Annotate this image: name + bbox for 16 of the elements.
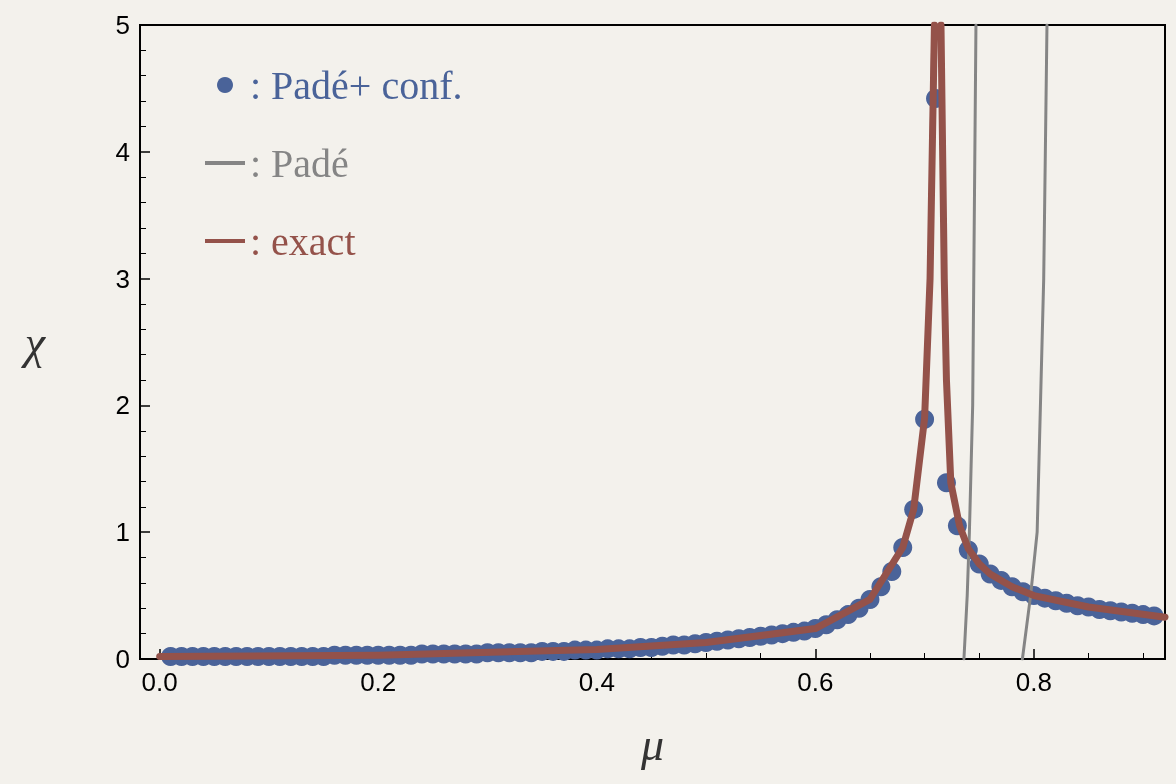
y-tick-label: 5 [115,10,130,40]
y-axis-title: χ [20,316,47,368]
legend-label: : exact [250,218,356,264]
x-tick-label: 0.2 [360,667,397,697]
x-tick-label: 0.0 [141,667,178,697]
y-tick-label: 4 [115,136,130,167]
y-tick-label: 1 [115,517,130,548]
legend-label: : Padé [250,140,349,186]
y-tick-label: 3 [115,263,130,294]
y-tick-label: 2 [115,390,130,421]
x-axis-title: μ [639,718,665,770]
legend-label: : Padé+ conf. [250,62,463,108]
x-tick-label: 0.8 [1015,667,1052,697]
y-tick-label: 0 [115,644,130,674]
x-tick-label: 0.4 [578,667,615,697]
x-tick-label: 0.6 [797,667,834,697]
